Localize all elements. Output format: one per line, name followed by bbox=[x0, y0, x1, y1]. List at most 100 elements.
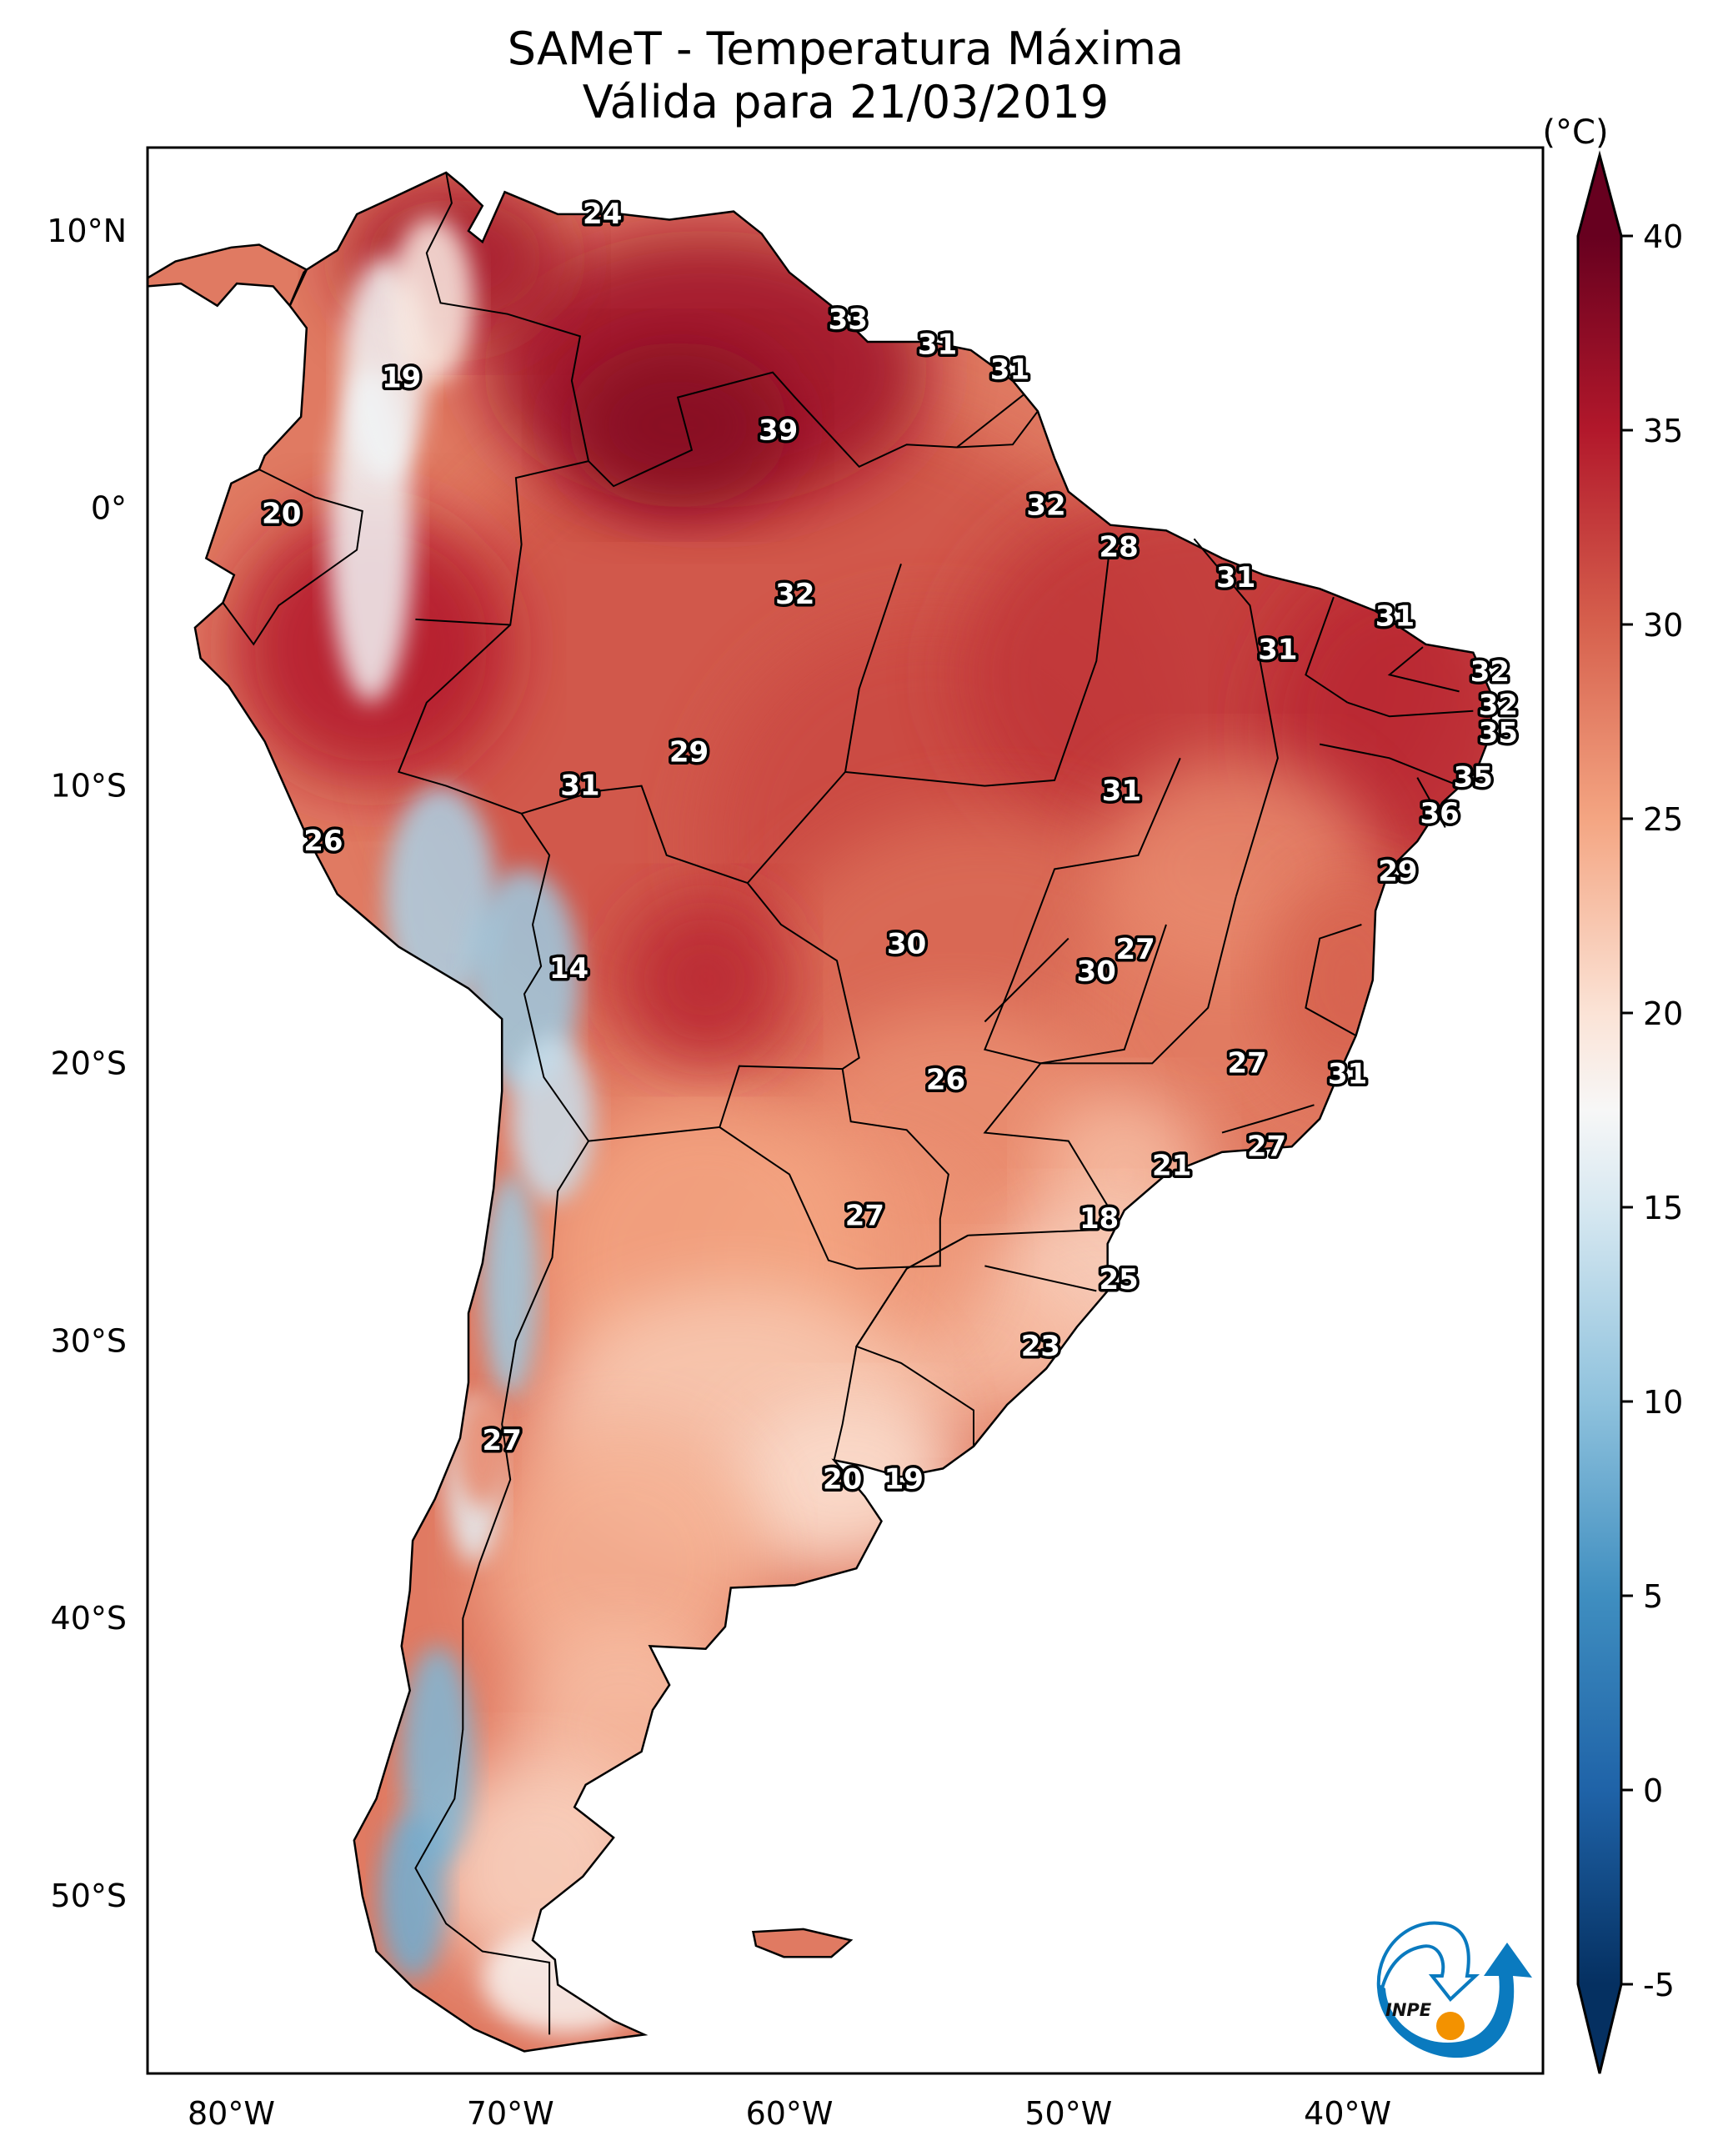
border-line bbox=[1416, 777, 1446, 828]
chart-subtitle: Válida para 21/03/2019 bbox=[582, 76, 1109, 128]
longitude-tick-label: 80°W bbox=[188, 2095, 275, 2132]
temperature-point-label: 23 bbox=[1021, 1330, 1060, 1363]
temperature-point-label: 31 bbox=[1328, 1058, 1367, 1091]
colorbar-ticks: -5 0 5 10 15 20 25 30 35 40 bbox=[1621, 218, 1683, 2003]
temperature-zone bbox=[401, 1646, 474, 1868]
temperature-point-label: 25 bbox=[1099, 1263, 1138, 1296]
temperature-point-label: 27 bbox=[1247, 1130, 1286, 1163]
temperature-zone bbox=[482, 1174, 538, 1396]
temperature-point-label: 31 bbox=[990, 353, 1029, 386]
border-line bbox=[521, 785, 860, 1142]
border-line bbox=[719, 1068, 949, 1270]
temperature-blobs bbox=[231, 175, 1493, 2035]
border-line bbox=[1347, 701, 1474, 718]
colorbar-unit-label: (°C) bbox=[1542, 113, 1608, 152]
colorbar-tick-label: 40 bbox=[1643, 218, 1683, 255]
latitude-tick-label: 10°S bbox=[51, 768, 127, 805]
border-line bbox=[984, 1265, 1097, 1292]
temperature-point-label: 32 bbox=[1470, 655, 1510, 689]
latitude-tick-label: 50°S bbox=[51, 1878, 127, 1914]
border-line bbox=[747, 771, 846, 884]
temperature-zone bbox=[384, 785, 497, 1008]
temperature-point-label: 27 bbox=[1227, 1046, 1266, 1080]
temperature-point-label: 19 bbox=[382, 361, 421, 394]
temperature-zone bbox=[390, 217, 474, 384]
latitude-tick-label: 20°S bbox=[51, 1045, 127, 1081]
colorbar-tick-label: 0 bbox=[1643, 1772, 1663, 1809]
logo-arrow-outline-icon bbox=[1376, 1921, 1480, 2002]
border-line bbox=[983, 896, 1237, 1211]
border-line bbox=[956, 410, 1039, 449]
temperature-point-label: 29 bbox=[669, 736, 709, 770]
temperature-point-label: 31 bbox=[1216, 561, 1255, 594]
temperature-point-label: 20 bbox=[262, 497, 301, 530]
inpe-logo: INPE bbox=[1376, 1921, 1532, 2058]
temperature-zone bbox=[454, 1396, 511, 1507]
border-line bbox=[415, 371, 1024, 626]
temperature-point-label: 33 bbox=[829, 303, 868, 336]
temperature-point-label: 20 bbox=[823, 1463, 862, 1497]
latitude-tick-label: 0° bbox=[91, 490, 127, 527]
temperature-zone bbox=[510, 1035, 594, 1202]
temperature-point-label: 24 bbox=[583, 198, 622, 231]
temperature-point-label: 31 bbox=[560, 770, 599, 803]
border-line bbox=[222, 469, 363, 646]
coastline bbox=[148, 171, 1494, 2053]
temperature-zone bbox=[482, 1424, 762, 1702]
border-line bbox=[397, 624, 589, 1142]
temperature-point-label: 28 bbox=[1099, 530, 1138, 564]
colorbar-tick-label: 10 bbox=[1643, 1384, 1683, 1421]
border-line bbox=[1305, 924, 1362, 1036]
longitude-tick-label: 50°W bbox=[1024, 2095, 1112, 2132]
latitude-axis: 10°N 0° 10°S 20°S 30°S 40°S 50°S bbox=[47, 213, 127, 1914]
border-line bbox=[1305, 596, 1349, 704]
border-line bbox=[844, 541, 1112, 787]
latitude-tick-label: 40°S bbox=[51, 1600, 127, 1637]
chart-title: SAMeT - Temperatura Máxima bbox=[507, 23, 1185, 75]
temperature-point-label: 30 bbox=[1077, 955, 1116, 989]
temperature-point-label: 27 bbox=[483, 1424, 522, 1457]
border-line bbox=[854, 1234, 974, 1447]
temperature-point-label: 21 bbox=[1152, 1150, 1191, 1183]
temperature-point-label: 30 bbox=[887, 927, 926, 960]
colorbar-tick-label: 20 bbox=[1643, 995, 1683, 1032]
border-line bbox=[1320, 743, 1460, 787]
border-line bbox=[1221, 1104, 1315, 1134]
temperature-point-label: 27 bbox=[1116, 933, 1155, 966]
temperature-point-label: 26 bbox=[303, 825, 343, 858]
border-line bbox=[984, 757, 1181, 1065]
longitude-tick-label: 60°W bbox=[746, 2095, 834, 2132]
colorbar-body bbox=[1578, 155, 1621, 2073]
temperature-point-label: 35 bbox=[1454, 761, 1493, 795]
latitude-tick-label: 10°N bbox=[47, 213, 127, 249]
temperature-zone bbox=[378, 1813, 447, 1979]
logo-swoosh-icon bbox=[1376, 1943, 1532, 2058]
border-line bbox=[425, 172, 589, 462]
land-temperature-field bbox=[148, 173, 1493, 2052]
temperature-zone bbox=[566, 341, 790, 509]
temperature-point-label: 31 bbox=[918, 328, 957, 361]
logo-text: INPE bbox=[1385, 2000, 1432, 2020]
border-line bbox=[844, 563, 902, 773]
border-line bbox=[1387, 646, 1460, 693]
temperature-point-label: 31 bbox=[1375, 600, 1415, 634]
temperature-point-label: 32 bbox=[775, 578, 814, 611]
longitude-axis: 80°W 70°W 60°W 50°W 40°W bbox=[188, 2095, 1391, 2132]
colorbar-tick-label: 35 bbox=[1643, 413, 1683, 449]
temperature-point-label: 35 bbox=[1479, 716, 1518, 750]
latitude-tick-label: 30°S bbox=[51, 1322, 127, 1359]
temperature-point-label: 26 bbox=[926, 1063, 965, 1096]
temperature-point-label: 32 bbox=[1026, 489, 1065, 522]
temperature-zone bbox=[622, 896, 790, 1064]
colorbar: -5 0 5 10 15 20 25 30 35 40 (°C) bbox=[1542, 113, 1683, 2074]
temperature-point-label: 29 bbox=[1378, 855, 1417, 889]
temperature-point-label: 39 bbox=[759, 414, 798, 448]
border-line bbox=[984, 937, 1069, 1023]
temperature-zone bbox=[482, 1923, 650, 2035]
colorbar-tick-label: 15 bbox=[1643, 1190, 1683, 1226]
temperature-point-label: 18 bbox=[1079, 1202, 1119, 1236]
temperature-point-label: 19 bbox=[884, 1463, 924, 1497]
temperature-point-label: 36 bbox=[1420, 797, 1459, 830]
